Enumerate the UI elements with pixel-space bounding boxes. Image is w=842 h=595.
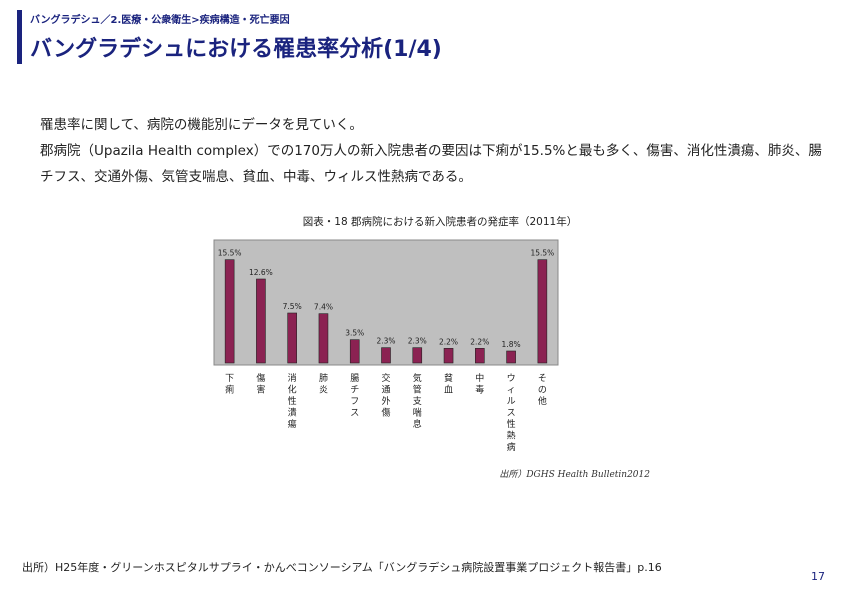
- category-label: 肺炎: [319, 373, 328, 396]
- data-label: 15.5%: [530, 249, 554, 258]
- bar: [412, 347, 423, 364]
- data-label: 15.5%: [218, 249, 242, 258]
- bar: [256, 278, 266, 364]
- page-number: 17: [811, 570, 825, 583]
- bar: [506, 350, 516, 364]
- bar: [443, 348, 454, 364]
- bar: [381, 347, 391, 364]
- category-label: 中毒: [475, 372, 484, 396]
- bar: [475, 348, 485, 364]
- footer-source-note: 出所）H25年度・グリーンホスピタルサプライ・かんべコンソーシアム「バングラデシ…: [22, 561, 662, 574]
- data-label: 7.5%: [283, 302, 302, 311]
- data-label: 2.2%: [439, 337, 458, 346]
- plot-area: [213, 239, 559, 366]
- data-label: 7.4%: [314, 303, 333, 312]
- body-paragraph-1: 罹患率に関して、病院の機能別にデータを見ていく。: [40, 117, 363, 133]
- data-label: 2.3%: [408, 337, 427, 346]
- bar: [224, 259, 235, 364]
- category-label: ウィルス性熱病: [507, 373, 516, 453]
- bar: [318, 313, 329, 364]
- category-label: 貧血: [444, 372, 453, 396]
- title-accent-bar: [17, 10, 22, 64]
- page-title: バングラデシュにおける罹患率分析(1/4): [30, 37, 442, 62]
- body-text: 罹患率に関して、病院の機能別にデータを見ていく。 郡病院（Upazila Hea…: [22, 112, 822, 190]
- category-label: 下痢: [225, 374, 234, 396]
- chart-source: 出所）DGHS Health Bulletin2012: [499, 469, 650, 480]
- breadcrumb: バングラデシュ／2.医療・公衆衛生>疾病構造・死亡要因: [30, 15, 290, 26]
- bar: [537, 259, 548, 364]
- category-label: 交通外傷: [381, 372, 390, 419]
- data-label: 1.8%: [502, 340, 521, 349]
- category-label: その他: [538, 373, 547, 407]
- data-label: 12.6%: [249, 268, 273, 277]
- data-label: 2.2%: [470, 337, 489, 346]
- category-label: 傷害: [256, 372, 265, 396]
- data-label: 3.5%: [345, 329, 364, 338]
- chart-title: 図表・18 郡病院における新入院患者の発症率（2011年）: [303, 215, 577, 228]
- bar: [349, 339, 360, 364]
- data-label: 2.3%: [376, 337, 395, 346]
- body-paragraph-2: 郡病院（Upazila Health complex）での170万人の新入院患者…: [40, 143, 822, 185]
- category-label: 気管支喘息: [413, 372, 422, 430]
- bar: [287, 312, 297, 364]
- category-label: 腸チフス: [350, 373, 359, 419]
- incidence-bar-chart: 図表・18 郡病院における新入院患者の発症率（2011年） 15.5% 下痢 12.6…: [213, 215, 650, 480]
- category-label: 消化性潰瘍: [288, 372, 297, 430]
